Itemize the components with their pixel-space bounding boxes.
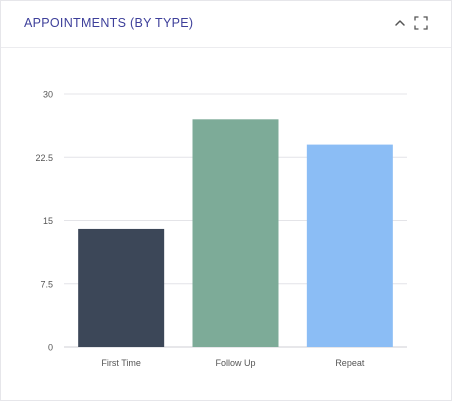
card-title: APPOINTMENTS (BY TYPE) <box>24 16 194 30</box>
x-tick-label: First Time <box>101 358 141 368</box>
y-tick-label: 22.5 <box>35 153 53 163</box>
y-tick-label: 15 <box>43 216 53 226</box>
card-header: APPOINTMENTS (BY TYPE) <box>1 1 451 48</box>
chevron-up-icon[interactable] <box>392 15 408 31</box>
bar-first-time <box>78 228 165 347</box>
x-tick-label: Repeat <box>335 358 365 368</box>
y-tick-label: 0 <box>48 343 53 353</box>
expand-fullscreen-icon[interactable] <box>413 15 429 31</box>
bar-chart: 0 7.5 15 22.5 30 First Time Follow Up Repeat <box>35 90 407 368</box>
bar-repeat <box>306 144 393 347</box>
y-tick-label: 30 <box>43 90 53 100</box>
chart-area: 0 7.5 15 22.5 30 First Time Follow Up Repeat <box>1 48 451 400</box>
bar-follow-up <box>192 119 279 347</box>
x-tick-label: Follow Up <box>215 358 255 368</box>
y-tick-label: 7.5 <box>40 279 53 289</box>
